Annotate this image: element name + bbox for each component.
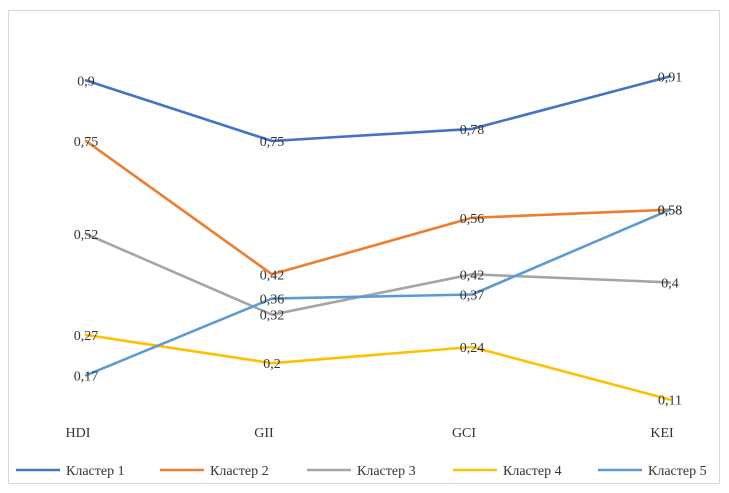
data-label-s3-hdi: 0,52 [74, 228, 99, 243]
data-label-s1-gii: 0,75 [260, 135, 285, 150]
data-label-s1-hdi: 0,9 [77, 74, 95, 89]
legend: Кластер 1 Кластер 2 Кластер 3 Кластер 4 Клас… [16, 464, 707, 479]
series-line-4 [84, 333, 672, 401]
category-label-gci: GCI [452, 426, 476, 441]
series-line-3 [84, 232, 672, 317]
series-line-2 [84, 139, 672, 276]
series-lines [84, 75, 672, 401]
data-label-s5-hdi: 0,17 [74, 369, 99, 384]
data-label-s3-gii: 0,32 [260, 309, 285, 324]
legend-label-2: Кластер 2 [210, 464, 269, 479]
data-label-s4-hdi: 0,27 [74, 329, 99, 344]
data-label-s5-gii: 0,36 [260, 293, 285, 308]
data-label-s1-gci: 0,78 [460, 123, 485, 138]
data-labels: 0,90,750,780,910,750,420,560,580,520,320… [74, 70, 683, 408]
legend-label-5: Кластер 5 [648, 464, 707, 479]
data-label-s2-hdi: 0,75 [74, 135, 99, 150]
data-label-s4-kei: 0,11 [658, 394, 682, 409]
series-line-5 [84, 208, 672, 377]
data-label-s4-gci: 0,24 [460, 341, 485, 356]
data-label-s5-gci: 0,37 [460, 289, 485, 304]
category-label-hdi: HDI [66, 426, 91, 441]
legend-label-3: Кластер 3 [357, 464, 416, 479]
data-label-s2-gci: 0,56 [460, 212, 485, 227]
series-line-1 [84, 75, 672, 143]
category-label-gii: GII [254, 426, 274, 441]
category-label-kei: KEI [650, 426, 674, 441]
data-label-s3-gci: 0,42 [460, 268, 485, 283]
data-label-s2-gii: 0,42 [260, 268, 285, 283]
data-label-s2-kei: 0,58 [658, 204, 683, 219]
data-label-s1-kei: 0,91 [658, 70, 683, 85]
legend-label-1: Кластер 1 [66, 464, 125, 479]
data-label-s4-gii: 0,2 [263, 357, 281, 372]
data-label-s5-kei: 0,58 [658, 204, 683, 219]
x-axis-categories: HDI GII GCI KEI [66, 426, 674, 441]
legend-label-4: Кластер 4 [503, 464, 562, 479]
data-label-s3-kei: 0,4 [661, 276, 679, 291]
